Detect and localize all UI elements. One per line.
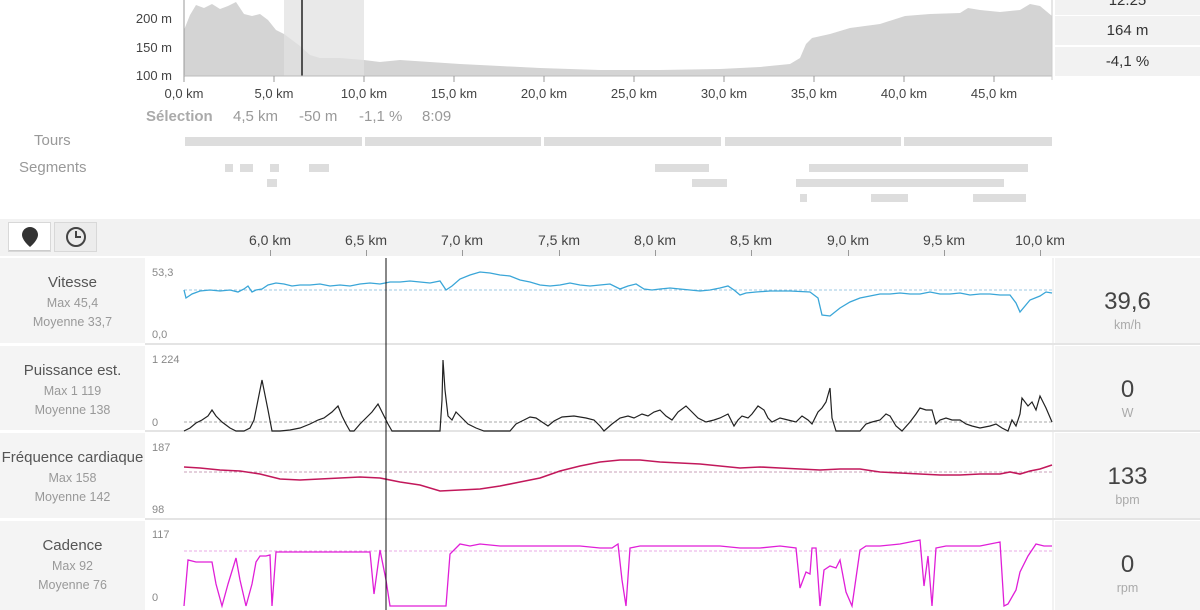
selection-elevation: -50 m — [299, 108, 338, 125]
panel-title: Vitesse — [48, 274, 97, 291]
elev-y-tick: 150 m — [135, 40, 172, 55]
lap-bar[interactable] — [904, 137, 1052, 146]
panel-y-min: 0,0 — [152, 329, 168, 341]
detail-x-tick: 8,5 km — [729, 232, 773, 248]
panel-y-max: 1 224 — [152, 354, 180, 366]
segment-bar[interactable] — [973, 194, 1026, 202]
speed-panel-value: 39,6 km/h — [1055, 258, 1200, 343]
panel-y-max: 117 — [152, 529, 170, 541]
detail-toolbar — [0, 219, 1200, 256]
segments-label: Segments — [19, 159, 87, 176]
panel-y-min: 0 — [152, 592, 159, 604]
panel-value: 133 — [1107, 463, 1148, 490]
heartrate-panel-value: 133 bpm — [1055, 433, 1200, 518]
elev-x-tick: 30,0 km — [700, 86, 748, 101]
elev-stat-elevation: 164 m — [1055, 16, 1200, 45]
detail-x-tick: 9,0 km — [826, 232, 870, 248]
detail-x-tick: 7,5 km — [537, 232, 581, 248]
cadence-line — [183, 539, 1052, 609]
panel-avg: Moyenne 142 — [34, 490, 111, 504]
selection-distance: 4,5 km — [233, 108, 279, 125]
elev-x-tick: 0,0 km — [164, 86, 204, 101]
panel-y-min: 0 — [152, 417, 159, 429]
selection-highlight — [284, 0, 364, 76]
segment-bar[interactable] — [800, 194, 807, 202]
elev-x-tick: 35,0 km — [790, 86, 838, 101]
heartrate-line — [183, 459, 1053, 492]
elev-x-tick: 25,0 km — [610, 86, 658, 101]
panel-avg: Moyenne 76 — [38, 578, 107, 592]
distance-mode-button[interactable] — [8, 222, 51, 252]
power-panel-label: Puissance est. Max 1 119 Moyenne 138 — [0, 346, 145, 430]
segment-bar[interactable] — [655, 164, 709, 172]
detail-x-tick: 10,0 km — [1015, 232, 1065, 248]
panel-max: Max 45,4 — [46, 296, 99, 310]
segment-bar[interactable] — [871, 194, 908, 202]
selection-title: Sélection — [146, 108, 213, 125]
elevation-chart[interactable] — [0, 0, 1200, 90]
panel-title: Cadence — [42, 537, 103, 554]
elevation-area — [184, 2, 1052, 76]
detail-x-tick: 6,5 km — [344, 232, 388, 248]
laps-label: Tours — [34, 132, 71, 149]
elev-x-tick: 10,0 km — [340, 86, 388, 101]
selection-time: 8:09 — [422, 108, 452, 125]
segment-bar[interactable] — [267, 179, 277, 187]
elev-y-tick: 200 m — [135, 11, 172, 26]
panel-unit: rpm — [1116, 581, 1139, 595]
panel-max: Max 92 — [52, 559, 93, 573]
power-line — [183, 359, 1053, 432]
panel-unit: W — [1121, 406, 1134, 420]
segment-bar[interactable] — [270, 164, 279, 172]
panel-max: Max 158 — [48, 471, 97, 485]
elev-y-tick: 100 m — [135, 68, 172, 83]
segment-bar[interactable] — [796, 179, 1004, 187]
segment-bar[interactable] — [809, 164, 1028, 172]
elev-x-tick: 15,0 km — [430, 86, 478, 101]
panel-avg: Moyenne 33,7 — [32, 315, 113, 329]
clock-icon — [65, 227, 86, 247]
elev-x-tick: 40,0 km — [880, 86, 928, 101]
cadence-panel-label: Cadence Max 92 Moyenne 76 — [0, 521, 145, 610]
selection-grade: -1,1 % — [359, 108, 403, 125]
panel-y-max: 53,3 — [152, 267, 174, 279]
panel-unit: bpm — [1115, 493, 1140, 507]
segment-bar[interactable] — [240, 164, 253, 172]
lap-bar[interactable] — [725, 137, 901, 146]
map-pin-icon — [21, 227, 38, 247]
panel-title: Fréquence cardiaque — [1, 449, 144, 466]
segment-bar[interactable] — [692, 179, 727, 187]
heartrate-panel-label: Fréquence cardiaque Max 158 Moyenne 142 — [0, 433, 145, 518]
lap-bar[interactable] — [185, 137, 362, 146]
cadence-panel-value: 0 rpm — [1055, 521, 1200, 610]
elev-stat-grade: -4,1 % — [1055, 47, 1200, 76]
lap-bar[interactable] — [365, 137, 541, 146]
panel-avg: Moyenne 138 — [34, 403, 111, 417]
elev-x-tick: 5,0 km — [254, 86, 294, 101]
detail-x-tick: 6,0 km — [248, 232, 292, 248]
panel-value: 0 — [1120, 551, 1135, 578]
speed-panel-label: Vitesse Max 45,4 Moyenne 33,7 — [0, 258, 145, 343]
panel-max: Max 1 119 — [43, 384, 102, 398]
panel-value: 39,6 — [1104, 288, 1151, 315]
detail-x-tick: 7,0 km — [440, 232, 484, 248]
panel-title: Puissance est. — [23, 362, 122, 379]
elev-x-tick: 20,0 km — [520, 86, 568, 101]
detail-x-tick: 9,5 km — [922, 232, 966, 248]
segment-bar[interactable] — [309, 164, 329, 172]
elev-stat-top: 12.25 — [1055, 0, 1200, 15]
panel-y-max: 187 — [152, 442, 171, 454]
segment-bar[interactable] — [225, 164, 233, 172]
panel-value: 0 — [1120, 376, 1135, 403]
lap-bar[interactable] — [544, 137, 721, 146]
panel-unit: km/h — [1113, 318, 1142, 332]
power-panel-value: 0 W — [1055, 346, 1200, 430]
time-mode-button[interactable] — [54, 222, 97, 252]
detail-x-tick: 8,0 km — [633, 232, 677, 248]
speed-line — [183, 271, 1053, 317]
elev-x-tick: 45,0 km — [970, 86, 1018, 101]
panel-y-min: 98 — [152, 504, 165, 516]
